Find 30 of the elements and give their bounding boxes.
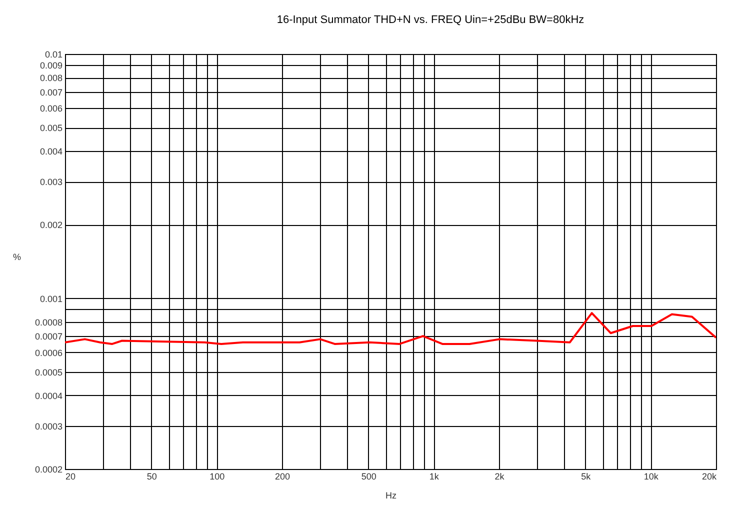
x-tick-label: 10k	[644, 472, 659, 482]
y-tick-label: 0.008	[40, 73, 62, 84]
y-tick-label: 0.01	[44, 50, 62, 60]
x-tick-label: 20	[66, 472, 76, 482]
x-axis-title: Hz	[386, 490, 397, 500]
x-tick-label: 200	[274, 472, 290, 482]
y-tick-label: 0.004	[40, 146, 62, 157]
x-tick-label: 20k	[702, 472, 717, 482]
y-tick-label: 0.0005	[34, 367, 62, 378]
x-tick-label: 100	[210, 472, 225, 482]
x-tick-label: 2k	[494, 472, 505, 482]
x-tick-label: 500	[361, 472, 376, 482]
y-tick-label: 0.0007	[34, 332, 62, 342]
y-tick-label: 0.0002	[34, 464, 62, 474]
chart-title: 16-Input Summator THD+N vs. FREQ Uin=+25dBu BW=80kHz	[276, 14, 584, 26]
y-axis-title: %	[12, 252, 21, 262]
y-tick-label: 0.006	[40, 104, 62, 114]
x-tick-label: 50	[146, 472, 157, 482]
y-tick-label: 0.009	[40, 60, 62, 71]
y-tick-label: 0.005	[40, 123, 62, 134]
y-tick-label: 0.003	[40, 177, 62, 188]
y-tick-label: 0.0006	[34, 348, 62, 358]
x-tick-label: 1k	[429, 472, 440, 482]
y-tick-label: 0.0008	[34, 317, 62, 328]
y-tick-label: 0.002	[40, 220, 62, 230]
y-tick-label: 0.0003	[34, 421, 62, 432]
y-tick-label: 0.001	[40, 294, 62, 304]
y-tick-label: 0.0004	[34, 390, 62, 401]
x-tick-label: 5k	[581, 472, 592, 482]
y-tick-label: 0.007	[40, 87, 62, 98]
